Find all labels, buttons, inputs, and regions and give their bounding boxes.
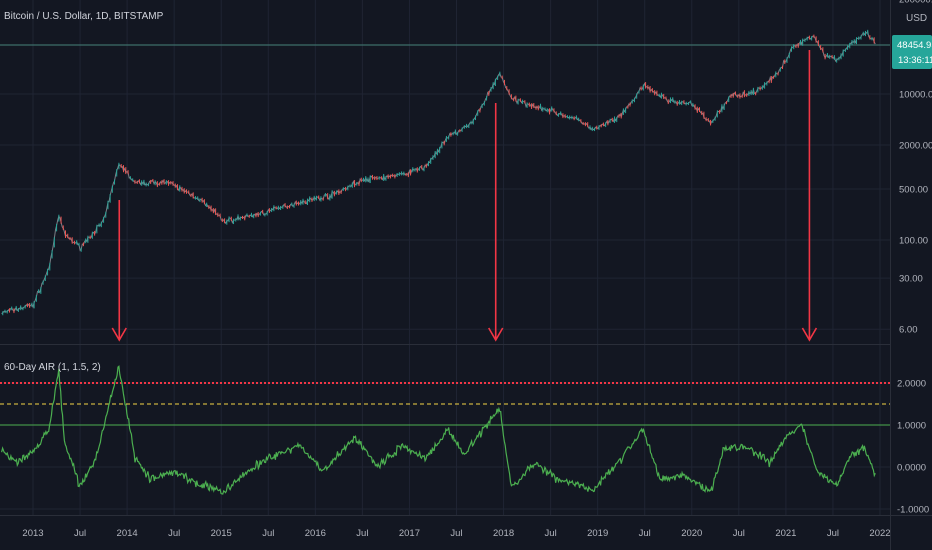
time-tick-label: 2016 [305, 528, 326, 539]
time-tick-label: Jul [262, 528, 274, 539]
annotation-arrows [111, 50, 818, 342]
price-line [1, 29, 876, 315]
time-tick-label: 2020 [681, 528, 702, 539]
price-tick-label: 30.00 [899, 274, 923, 285]
price-axis: 200000.00 10000.00 2000.00 500.00 100.00 30.0… [899, 0, 932, 336]
time-tick-label: 2021 [775, 528, 796, 539]
air-tick-label: 2.0000 [897, 379, 926, 390]
price-tick-label: 2000.00 [899, 141, 932, 152]
price-tick-label: 6.00 [899, 325, 918, 336]
time-tick-label: Jul [827, 528, 839, 539]
arrow-head [801, 327, 818, 342]
time-tick-label: 2019 [587, 528, 608, 539]
arrow-head [488, 327, 504, 342]
air-tick-label: 0.0000 [897, 463, 926, 474]
time-tick-label: Jul [639, 528, 651, 539]
air-line [1, 365, 876, 495]
time-tick-label: 2013 [22, 528, 43, 539]
price-badge-value: 48454.95 [897, 40, 932, 51]
time-axis: 2013 Jul 2014 Jul 2015 Jul 2016 Jul 2017 Jul 2018 J… [22, 528, 890, 539]
price-tick-label: 10000.00 [899, 90, 932, 101]
air-tick-label: -1.0000 [897, 505, 929, 516]
indicator-title: 60-Day AIR (1, 1.5, 2) [4, 362, 101, 373]
time-tick-label: 2018 [493, 528, 514, 539]
time-tick-label: 2017 [399, 528, 420, 539]
currency-label: USD [906, 13, 927, 24]
price-tick-label: 500.00 [899, 184, 928, 195]
arrow-head [111, 327, 127, 342]
time-tick-label: Jul [733, 528, 745, 539]
time-tick-label: Jul [74, 528, 86, 539]
air-axis: 2.0000 1.0000 0.0000 -1.0000 [897, 379, 929, 516]
time-tick-label: 2014 [117, 528, 138, 539]
price-tick-label: 100.00 [899, 236, 928, 247]
time-tick-label: Jul [356, 528, 368, 539]
time-tick-label: Jul [450, 528, 462, 539]
time-tick-label: Jul [168, 528, 180, 539]
symbol-title: Bitcoin / U.S. Dollar, 1D, BITSTAMP [4, 11, 164, 22]
air-tick-label: 1.0000 [897, 421, 926, 432]
time-tick-label: 2015 [211, 528, 232, 539]
price-tick-label: 200000.00 [899, 0, 932, 6]
air-series [1, 365, 876, 495]
time-tick-label: Jul [545, 528, 557, 539]
indicator-levels [0, 382, 890, 426]
price-badge-time: 13:36:11 [898, 55, 932, 66]
price-badge [892, 35, 932, 69]
price-series [1, 29, 876, 316]
time-tick-label: 2022 [869, 528, 890, 539]
